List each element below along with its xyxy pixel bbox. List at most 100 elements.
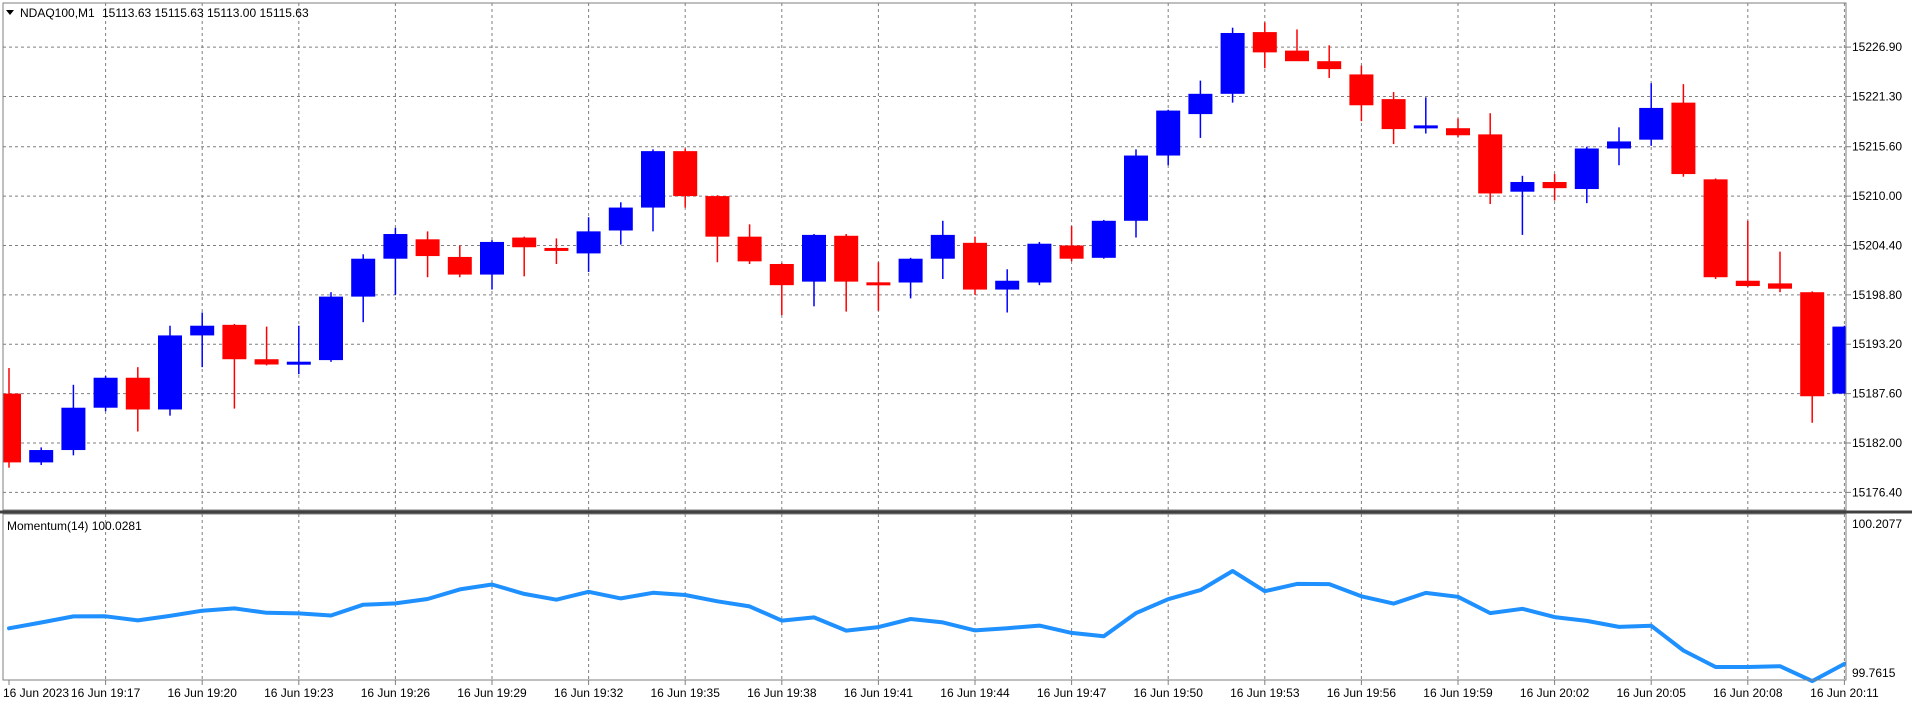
momentum-line	[7, 569, 1847, 684]
candle-body	[1349, 74, 1374, 106]
bullish-candle	[480, 240, 504, 290]
time-tick-label: 16 Jun 19:32	[554, 686, 624, 700]
bullish-candle	[1220, 27, 1245, 103]
price-tick-label: 15198.80	[1852, 288, 1902, 302]
time-tick-label: 16 Jun 20:11	[1810, 686, 1879, 700]
bearish-candle	[222, 323, 247, 409]
time-tick-label: 16 Jun 19:29	[457, 686, 527, 700]
candle-body	[190, 325, 215, 336]
bullish-candle	[190, 312, 215, 368]
bullish-candle	[158, 325, 182, 416]
candle-body	[351, 258, 376, 297]
candle-body	[673, 151, 698, 197]
candle-body	[61, 407, 86, 451]
bearish-candle	[737, 224, 762, 264]
time-tick-label: 16 Jun 19:20	[167, 686, 237, 700]
candle-body	[866, 282, 891, 286]
bearish-candle	[1349, 65, 1374, 122]
candle-body	[286, 361, 311, 365]
candle-body	[898, 258, 923, 283]
candle-body	[125, 377, 150, 410]
candle-body	[1252, 32, 1277, 53]
candle-body	[1703, 179, 1728, 278]
bullish-candle	[1607, 127, 1631, 166]
momentum-series	[7, 569, 1847, 684]
candle-body	[29, 450, 54, 463]
bearish-candle	[1252, 22, 1277, 69]
bearish-candle	[1768, 251, 1792, 293]
candle-body	[1124, 155, 1148, 221]
candle-body	[254, 359, 279, 365]
bearish-candle	[1542, 174, 1567, 201]
bearish-candle	[834, 234, 859, 312]
candle-body	[737, 236, 762, 262]
time-tick-label: 16 Jun 19:50	[1133, 686, 1203, 700]
bearish-candle	[1059, 226, 1084, 262]
time-tick-label: 16 Jun 19:35	[650, 686, 720, 700]
candle-body	[222, 324, 247, 360]
dropdown-triangle-icon[interactable]	[6, 10, 14, 15]
price-axis: 15226.90 15221.30 15215.60 15210.00 15204.40…	[1846, 40, 1902, 499]
candle-body	[1800, 292, 1825, 397]
candle-body	[1220, 32, 1245, 94]
candle-body	[447, 256, 472, 275]
time-tick-label: 16 Jun 19:17	[71, 686, 141, 700]
bullish-candle	[29, 447, 54, 466]
bearish-candle	[544, 238, 569, 264]
indicator-axis: 100.2077 99.7615	[1852, 517, 1902, 680]
candle-body	[705, 196, 730, 237]
candle-body	[1091, 220, 1116, 258]
candle-body	[995, 280, 1020, 290]
time-tick-label: 16 Jun 19:26	[361, 686, 431, 700]
bullish-candle	[898, 257, 923, 299]
candle-body	[930, 234, 955, 259]
bullish-candle	[1124, 149, 1148, 238]
main-header: NDAQ100,M1 15113.63 15115.63 15113.00 15…	[6, 6, 309, 20]
candle-body	[1671, 102, 1696, 175]
price-tick-label: 15210.00	[1852, 189, 1902, 203]
bearish-candle	[254, 326, 279, 366]
bearish-candle	[3, 368, 21, 468]
time-tick-label: 16 Jun 19:23	[264, 686, 334, 700]
bearish-candle	[1800, 291, 1825, 423]
bearish-candle	[769, 263, 794, 316]
candle-body	[3, 393, 21, 463]
time-tick-label: 16 Jun 19:47	[1037, 686, 1107, 700]
time-tick-label: 16 Jun 2023	[3, 686, 69, 700]
bullish-candle	[1091, 219, 1116, 259]
candle-body	[319, 296, 343, 361]
panel-frames	[0, 2, 1912, 681]
candle-body	[1510, 181, 1535, 192]
indicator-max-label: 100.2077	[1852, 517, 1902, 531]
bearish-candle	[1285, 29, 1309, 62]
time-tick-label: 16 Jun 19:59	[1423, 686, 1493, 700]
time-tick-label: 16 Jun 19:56	[1327, 686, 1397, 700]
price-tick-label: 15221.30	[1852, 89, 1902, 103]
candle-body	[1639, 107, 1664, 140]
time-tick-label: 16 Jun 20:08	[1713, 686, 1783, 700]
candle-body	[512, 237, 537, 248]
candle-body	[1156, 110, 1181, 156]
price-tick-label: 15215.60	[1852, 140, 1902, 154]
bullish-candle	[802, 234, 826, 307]
candle-body	[802, 234, 826, 282]
candle-body	[1735, 280, 1760, 287]
candle-body	[158, 335, 182, 410]
candle-body	[1478, 134, 1503, 194]
price-tick-label: 15187.60	[1852, 387, 1902, 401]
candle-body	[576, 231, 601, 254]
bullish-candle	[576, 217, 601, 272]
bearish-candle	[963, 236, 987, 295]
time-tick-label: 16 Jun 19:44	[940, 686, 1010, 700]
candle-body	[544, 247, 569, 251]
price-tick-label: 15176.40	[1852, 485, 1902, 499]
bearish-candle	[1446, 118, 1470, 138]
time-tick-label: 16 Jun 20:05	[1616, 686, 1686, 700]
candle-body	[963, 242, 987, 290]
bullish-candle	[61, 384, 86, 456]
candle-body	[1285, 50, 1309, 62]
time-tick-label: 16 Jun 19:41	[844, 686, 914, 700]
main-gridlines	[3, 3, 1846, 510]
bullish-candle	[1574, 146, 1599, 204]
